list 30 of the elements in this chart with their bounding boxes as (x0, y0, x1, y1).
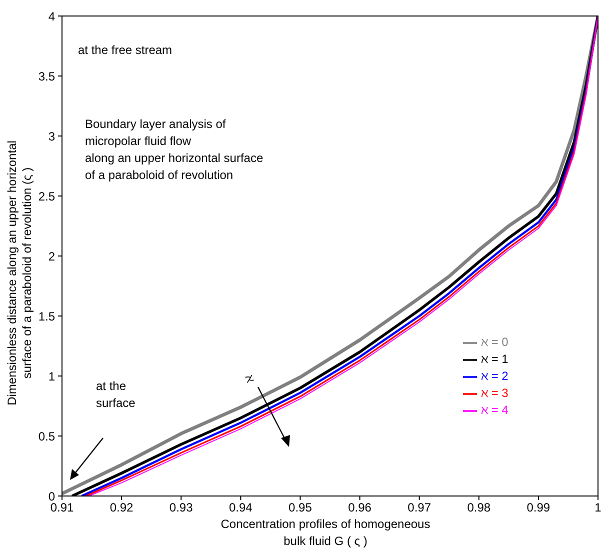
y-tick-label: 3.5 (38, 69, 56, 84)
y-tick-label: 2 (48, 249, 56, 264)
y-tick-label: 2.5 (38, 189, 56, 204)
annotation: Boundary layer analysis of micropolar fluid flow along an upper horizontal surface of a paraboloid of revolution (85, 116, 264, 184)
x-tick-label: 0.95 (288, 500, 312, 515)
annotation: at the free stream (78, 42, 172, 59)
x-tick-label: 0.98 (467, 500, 491, 515)
x-tick-label: 0.99 (526, 500, 550, 515)
x-axis-title: Concentration profiles of homogeneous bulk fluid G ( ς ) (220, 516, 432, 550)
legend-label: ℵ = 0 (481, 335, 508, 349)
y-axis-title: Dimensionless distance along an upper horizontal surface of a paraboloid of revolution (ς ) (5, 140, 35, 408)
y-tick-label: 4 (48, 9, 56, 24)
x-tick-label: 1 (594, 500, 602, 515)
y-tick-label: 0.5 (38, 429, 56, 444)
y-tick-label: 0 (48, 489, 56, 504)
legend-label: ℵ = 3 (481, 386, 508, 400)
x-tick-label: 0.91 (50, 500, 74, 515)
y-tick-label: 1 (48, 369, 56, 384)
x-tick-label: 0.92 (110, 500, 134, 515)
legend-label: ℵ = 1 (481, 352, 508, 366)
x-tick-label: 0.94 (228, 500, 253, 515)
y-tick-label: 1.5 (38, 309, 56, 324)
x-tick-label: 0.96 (348, 500, 372, 515)
legend-label: ℵ = 4 (481, 403, 508, 417)
legend-label: ℵ = 2 (481, 369, 508, 383)
x-tick-label: 0.93 (169, 500, 194, 515)
y-tick-label: 3 (48, 129, 56, 144)
x-tick-label: 0.97 (408, 500, 432, 515)
annotation: ℵ (241, 372, 259, 385)
annotation: at the surface (96, 378, 136, 412)
